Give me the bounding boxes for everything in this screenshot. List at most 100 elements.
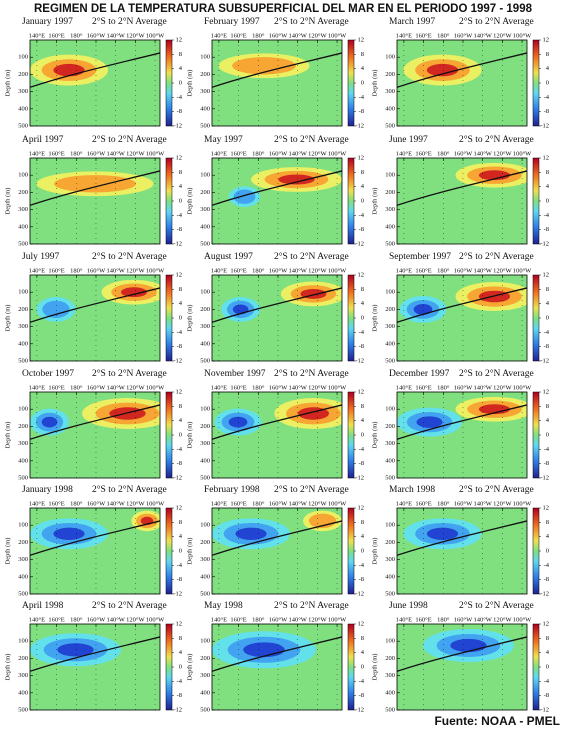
panel: March 1998 2°S to 2°N Average 140°E 160°E 18… <box>371 484 549 597</box>
colorbar-tick-label: -12 <box>540 357 549 364</box>
x-tick-label: 180° <box>437 384 450 391</box>
y-axis-label: Depth (m) <box>186 422 193 449</box>
x-tick-label: 140°W <box>473 150 492 157</box>
x-tick-label: 160°E <box>48 500 64 507</box>
x-tick-label: 140°E <box>29 384 45 391</box>
y-tick-label: 300 <box>18 206 28 213</box>
y-tick-label: 100 <box>200 289 210 296</box>
x-tick-label: 160°W <box>87 267 106 274</box>
x-tick-label: 140°W <box>288 616 307 623</box>
x-tick-label: 140°E <box>29 500 45 507</box>
y-tick-label: 500 <box>200 357 210 364</box>
plot-frame <box>211 157 343 245</box>
colorbar <box>532 39 540 127</box>
colorbar-tick-label: -8 <box>544 460 549 467</box>
colorbar-tick-label: 8 <box>179 519 182 526</box>
y-tick-label: 200 <box>385 71 395 78</box>
colorbar-tick-label: 0 <box>361 314 364 321</box>
y-tick-label: 400 <box>18 340 28 347</box>
y-axis-label: Depth (m) <box>371 422 378 449</box>
colorbar-tick-label: 12 <box>543 504 550 511</box>
panel-subtitle: 2°S to 2°N Average <box>459 251 534 262</box>
x-tick-label: 140°W <box>288 500 307 507</box>
colorbar-tick-label: 8 <box>546 635 549 642</box>
plot-bg <box>30 158 160 244</box>
colorbar-tick-label: -4 <box>544 562 550 569</box>
colorbar-tick-label: -4 <box>544 329 550 336</box>
y-tick-label: 100 <box>385 406 395 413</box>
colorbar <box>165 507 173 595</box>
panel-title: November 1997 <box>204 369 266 379</box>
colorbar-tick-label: -8 <box>544 226 549 233</box>
colorbar-tick-label: -8 <box>359 576 364 583</box>
y-tick-label: 200 <box>200 306 210 313</box>
colorbar-tick-label: 8 <box>546 169 549 176</box>
colorbar-tick-label: -4 <box>177 446 183 453</box>
colorbar-tick-label: 8 <box>546 51 549 58</box>
colorbar-tick-label: 0 <box>179 663 182 670</box>
colorbar-tick-label: 8 <box>179 286 182 293</box>
x-tick-label: 140°E <box>211 384 227 391</box>
colorbar-tick-label: -4 <box>359 446 365 453</box>
y-axis-label: Depth (m) <box>4 305 11 332</box>
colorbar-tick-label: 8 <box>179 635 182 642</box>
y-tick-label: 200 <box>200 655 210 662</box>
x-tick-label: 140°E <box>29 616 45 623</box>
y-axis-label: Depth (m) <box>186 188 193 215</box>
colorbar-tick-label: 4 <box>546 649 550 656</box>
x-tick-label: 120°W <box>126 384 145 391</box>
y-tick-label: 100 <box>200 406 210 413</box>
y-tick-label: 300 <box>200 88 210 95</box>
x-tick-label: 160°E <box>415 150 431 157</box>
x-tick-label: 140°W <box>288 267 307 274</box>
colorbar-tick-label: 0 <box>546 663 549 670</box>
colorbar-tick-label: 12 <box>543 620 550 627</box>
x-tick-label: 120°W <box>493 500 512 507</box>
x-tick-label: 140°W <box>473 267 492 274</box>
x-tick-label: 120°W <box>308 384 327 391</box>
x-tick-label: 180° <box>437 150 450 157</box>
contour-line <box>212 287 342 323</box>
panel-subtitle: 2°S to 2°N Average <box>274 600 349 611</box>
x-tick-label: 160°W <box>269 500 288 507</box>
x-tick-label: 120°W <box>308 267 327 274</box>
y-tick-label: 500 <box>18 240 28 247</box>
colorbar-tick-label: 12 <box>176 36 183 43</box>
colorbar-tick-label: 0 <box>361 197 364 204</box>
colorbar-tick-label: 12 <box>358 388 365 395</box>
colorbar-tick-label: -4 <box>544 446 550 453</box>
x-tick-label: 120°W <box>493 32 512 39</box>
y-axis-label: Depth (m) <box>371 188 378 215</box>
colorbar-tick-label: 12 <box>176 620 183 627</box>
y-axis-label: Depth (m) <box>371 654 378 681</box>
panel-subtitle: 2°S to 2°N Average <box>459 16 534 27</box>
plot-frame <box>211 623 343 711</box>
colorbar-tick-label: -4 <box>359 329 365 336</box>
plot-frame <box>29 157 161 245</box>
panel-title: June 1998 <box>389 601 428 611</box>
y-tick-label: 500 <box>385 590 395 597</box>
x-tick-label: 120°W <box>308 32 327 39</box>
contour-line <box>212 170 342 206</box>
y-axis-label: Depth (m) <box>371 70 378 97</box>
colorbar-tick-label: 4 <box>546 300 550 307</box>
colorbar <box>532 157 540 245</box>
colorbar-tick-label: -12 <box>355 590 364 597</box>
colorbar-tick-label: 12 <box>176 271 183 278</box>
y-tick-label: 500 <box>385 474 395 481</box>
colorbar-tick-label: 0 <box>179 547 182 554</box>
colorbar-tick-label: -12 <box>173 240 182 247</box>
x-tick-label: 100°W <box>513 267 532 274</box>
colorbar-tick-label: 4 <box>361 183 365 190</box>
y-axis-label: Depth (m) <box>186 538 193 565</box>
plot-area <box>397 275 527 361</box>
x-tick-label: 160°E <box>415 267 431 274</box>
x-tick-label: 160°E <box>48 32 64 39</box>
x-tick-label: 120°W <box>493 267 512 274</box>
anomaly-shade <box>42 300 70 319</box>
plot-area <box>30 40 160 126</box>
y-tick-label: 200 <box>18 423 28 430</box>
